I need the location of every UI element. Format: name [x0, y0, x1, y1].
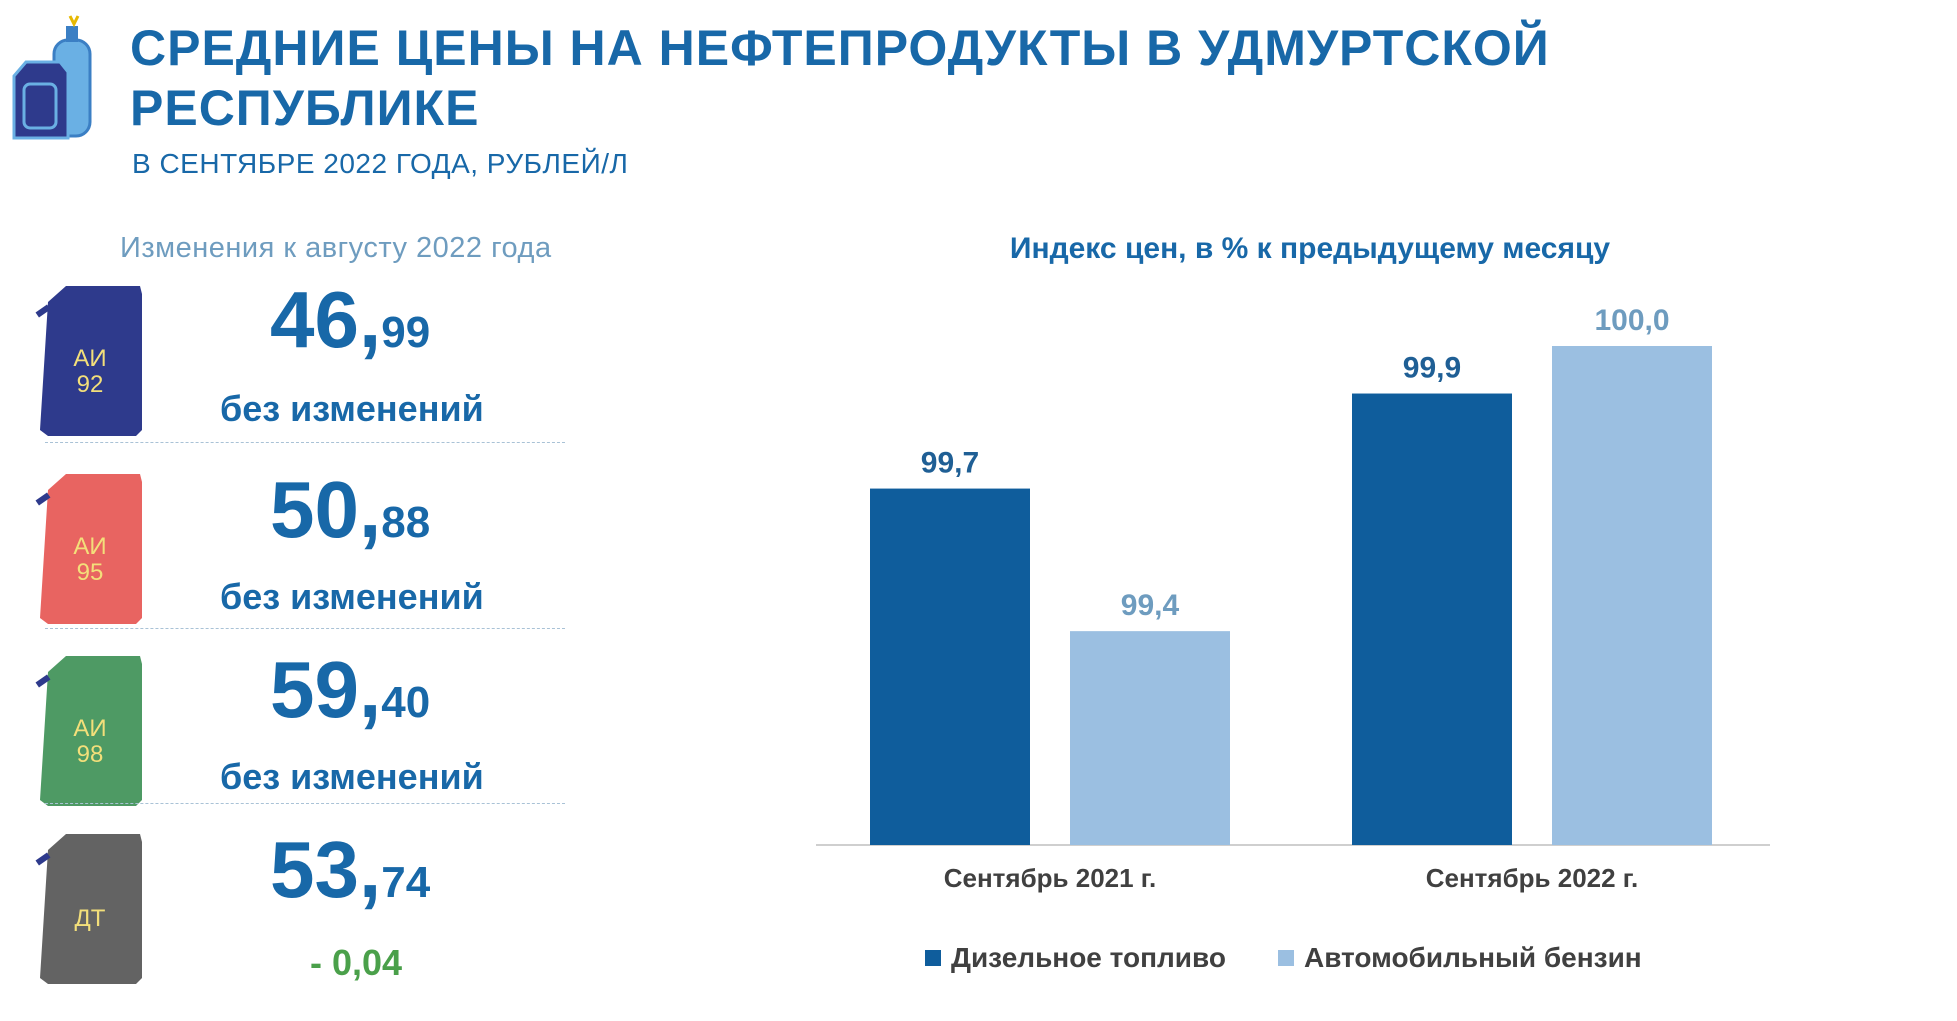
canister-ai92-icon: АИ 92	[35, 286, 142, 436]
price-ai95-frac: 88	[381, 498, 431, 547]
price-ai98-int: 59,	[270, 645, 382, 734]
legend-swatch-gasoline	[1277, 950, 1294, 966]
divider	[45, 442, 565, 443]
price-dt-frac: 74	[381, 858, 431, 907]
change-dt: - 0,04	[310, 942, 403, 983]
canister-ai98-label: АИ	[73, 715, 106, 742]
price-ai92: 46,99	[270, 274, 470, 366]
category-label-0: Сентябрь 2021 г.	[944, 863, 1157, 893]
canister-ai95-icon: АИ 95	[35, 474, 142, 624]
canister-ai98-sublabel: 98	[77, 741, 104, 768]
change-ai92: без изменений	[220, 388, 484, 429]
price-ai95-int: 50,	[270, 465, 382, 554]
price-ai98-frac: 40	[381, 678, 431, 727]
legend-label-gasoline: Автомобильный бензин	[1303, 942, 1642, 973]
chart-legend: Дизельное топливо Автомобильный бензин	[925, 942, 1642, 974]
legend-label-diesel: Дизельное топливо	[951, 942, 1226, 973]
fuel-canister-icon	[12, 15, 92, 140]
canister-dt-icon: ДТ	[35, 834, 142, 984]
bar-1-1	[1552, 346, 1712, 845]
canister-ai95-sublabel: 95	[77, 559, 104, 586]
canister-ai98-icon: АИ 98	[35, 656, 142, 806]
data-label-0-0: 99,7	[921, 447, 979, 480]
price-dt-int: 53,	[270, 825, 382, 914]
legend-item-gasoline: Автомобильный бензин	[1277, 942, 1642, 974]
change-ai98: без изменений	[220, 756, 484, 797]
price-dt: 53,74	[270, 824, 470, 916]
page-subtitle: В СЕНТЯБРЕ 2022 ГОДА, РУБЛЕЙ/Л	[132, 148, 629, 179]
data-label-0-1: 99,4	[1121, 589, 1180, 622]
price-ai98: 59,40	[270, 644, 470, 736]
legend-swatch-diesel	[925, 950, 941, 966]
category-label-1: Сентябрь 2022 г.	[1426, 863, 1639, 893]
bar-0-1	[1070, 631, 1230, 845]
price-ai92-int: 46,	[270, 275, 382, 364]
price-ai92-frac: 99	[381, 308, 431, 357]
canister-dt-label: ДТ	[75, 905, 106, 932]
data-label-1-0: 99,9	[1403, 352, 1461, 385]
legend-item-diesel: Дизельное топливо	[925, 942, 1226, 974]
divider	[45, 803, 565, 804]
bar-0-0	[870, 488, 1030, 845]
chart-title: Индекс цен, в % к предыдущему месяцу	[1009, 232, 1611, 265]
change-ai95: без изменений	[220, 576, 484, 617]
price-ai95: 50,88	[270, 464, 470, 556]
canister-ai92-label: АИ	[73, 345, 106, 372]
page-title: СРЕДНИЕ ЦЕНЫ НА НЕФТЕПРОДУКТЫ В УДМУРТСК…	[130, 20, 1550, 136]
canister-ai95-label: АИ	[73, 533, 106, 560]
divider	[45, 628, 565, 629]
data-label-1-1: 100,0	[1594, 304, 1669, 337]
bar-1-0	[1352, 393, 1512, 845]
left-panel-heading: Изменения к августу 2022 года	[120, 232, 552, 264]
canister-ai92-sublabel: 92	[77, 371, 104, 398]
bar-chart: 99,7 99,4 Сентябрь 2021 г. 99,9 100,0 Сентябр…	[816, 304, 1770, 893]
